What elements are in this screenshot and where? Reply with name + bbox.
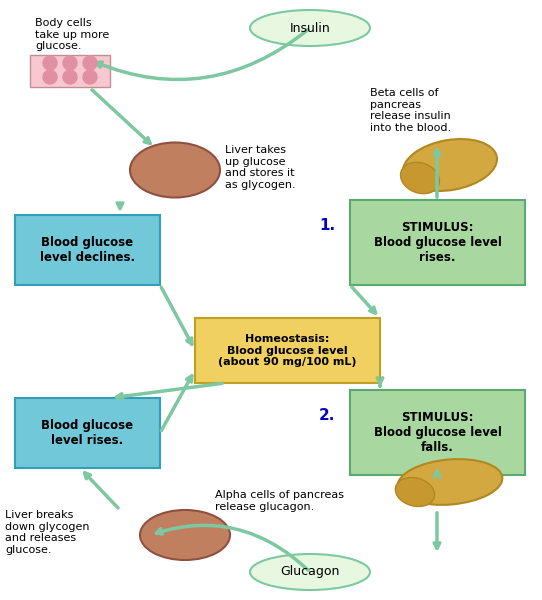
Ellipse shape [401, 163, 440, 194]
Circle shape [83, 56, 97, 70]
Text: 1.: 1. [319, 217, 335, 232]
Ellipse shape [403, 139, 497, 191]
Circle shape [63, 70, 77, 84]
Text: Beta cells of
pancreas
release insulin
into the blood.: Beta cells of pancreas release insulin i… [370, 88, 451, 133]
Text: Homeostasis:
Blood glucose level
(about 90 mg/100 mL): Homeostasis: Blood glucose level (about … [218, 334, 357, 367]
Ellipse shape [130, 142, 220, 197]
Ellipse shape [250, 554, 370, 590]
Text: STIMULUS:
Blood glucose level
rises.: STIMULUS: Blood glucose level rises. [373, 221, 501, 264]
Circle shape [43, 56, 57, 70]
Ellipse shape [395, 478, 435, 506]
FancyBboxPatch shape [350, 200, 525, 285]
FancyBboxPatch shape [15, 215, 160, 285]
FancyBboxPatch shape [195, 318, 380, 383]
Text: Blood glucose
level rises.: Blood glucose level rises. [41, 419, 133, 447]
Text: 2.: 2. [319, 407, 335, 422]
Ellipse shape [398, 459, 502, 505]
Circle shape [83, 70, 97, 84]
FancyBboxPatch shape [15, 398, 160, 468]
Circle shape [43, 70, 57, 84]
Text: Body cells
take up more
glucose.: Body cells take up more glucose. [35, 18, 109, 51]
Text: Liver breaks
down glycogen
and releases
glucose.: Liver breaks down glycogen and releases … [5, 510, 89, 555]
Circle shape [63, 56, 77, 70]
Text: STIMULUS:
Blood glucose level
falls.: STIMULUS: Blood glucose level falls. [373, 411, 501, 454]
Text: Insulin: Insulin [289, 22, 331, 34]
Ellipse shape [140, 510, 230, 560]
Text: Glucagon: Glucagon [280, 565, 340, 578]
FancyBboxPatch shape [350, 390, 525, 475]
Ellipse shape [250, 10, 370, 46]
Text: Blood glucose
level declines.: Blood glucose level declines. [40, 236, 135, 264]
FancyBboxPatch shape [30, 55, 110, 87]
Text: Liver takes
up glucose
and stores it
as glycogen.: Liver takes up glucose and stores it as … [225, 145, 295, 190]
Text: Alpha cells of pancreas
release glucagon.: Alpha cells of pancreas release glucagon… [215, 490, 344, 512]
